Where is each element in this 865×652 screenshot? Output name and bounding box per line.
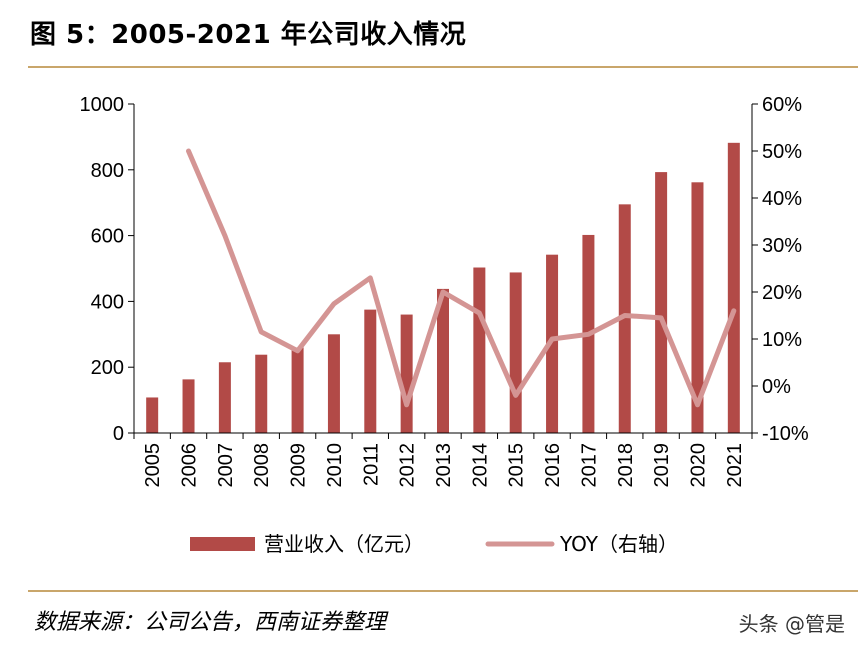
figure-title: 图 5：2005-2021 年公司收入情况: [30, 20, 467, 50]
x-tick-label: 2006: [179, 443, 201, 488]
x-tick-label: 2020: [687, 443, 709, 488]
x-tick-label: 2011: [360, 443, 382, 486]
right-tick-label: 50%: [762, 141, 802, 163]
right-tick-label: 20%: [762, 282, 802, 304]
x-tick-label: 2012: [397, 443, 419, 488]
watermark: 头条 @管是: [738, 612, 845, 636]
left-tick-label: 1000: [80, 94, 125, 116]
bar-2021: [727, 142, 740, 433]
left-tick-label: 0: [113, 423, 124, 445]
bar-2018: [618, 204, 631, 433]
right-tick-label: -10%: [762, 423, 809, 445]
x-tick-label: 2008: [251, 443, 273, 488]
x-tick-label: 2014: [469, 443, 491, 488]
legend-line-label: YOY（右轴）: [559, 532, 678, 556]
x-tick-label: 2018: [615, 443, 637, 488]
x-tick-label: 2017: [578, 443, 600, 488]
bar-2007: [218, 362, 231, 433]
bar-2011: [364, 309, 377, 433]
bar-2016: [546, 254, 559, 433]
x-tick-label: 2021: [724, 443, 746, 488]
x-tick-label: 2005: [142, 443, 164, 488]
bar-2015: [509, 272, 522, 433]
bar-2006: [182, 379, 195, 433]
left-tick-label: 400: [91, 291, 124, 313]
bar-2005: [146, 397, 159, 433]
x-tick-label: 2013: [433, 443, 455, 488]
left-tick-label: 800: [91, 160, 124, 182]
x-tick-label: 2009: [288, 443, 310, 488]
x-tick-label: 2016: [542, 443, 564, 488]
bar-2010: [327, 334, 340, 433]
bar-2012: [400, 314, 413, 433]
bar-2019: [655, 172, 668, 433]
x-tick-label: 2007: [215, 443, 237, 488]
chart: 0 200 400 600 800 1000 -10% 0% 10% 20% 30% 40% 50% 60…: [80, 94, 809, 556]
left-tick-label: 200: [91, 357, 124, 379]
right-tick-label: 30%: [762, 235, 802, 257]
source-note: 数据来源：公司公告，西南证券整理: [34, 610, 387, 635]
bar-2020: [691, 182, 704, 433]
x-tick-label: 2010: [324, 443, 346, 488]
left-tick-label: 600: [91, 226, 124, 248]
right-tick-label: 60%: [762, 94, 802, 116]
x-tick-label: 2015: [506, 443, 528, 488]
x-tick-label: 2019: [651, 443, 673, 488]
bar-2008: [255, 354, 268, 433]
bar-2009: [291, 347, 304, 433]
bar-2014: [473, 267, 486, 433]
top-rule: [28, 66, 858, 68]
yoy-line: [186, 148, 737, 408]
bottom-rule: [28, 590, 858, 592]
right-tick-label: 0%: [762, 376, 791, 398]
legend-bar-swatch: [190, 537, 255, 551]
legend-bar-label: 营业收入（亿元）: [264, 532, 424, 556]
right-tick-label: 10%: [762, 329, 802, 351]
right-tick-label: 40%: [762, 188, 802, 210]
bar-2013: [437, 288, 449, 433]
